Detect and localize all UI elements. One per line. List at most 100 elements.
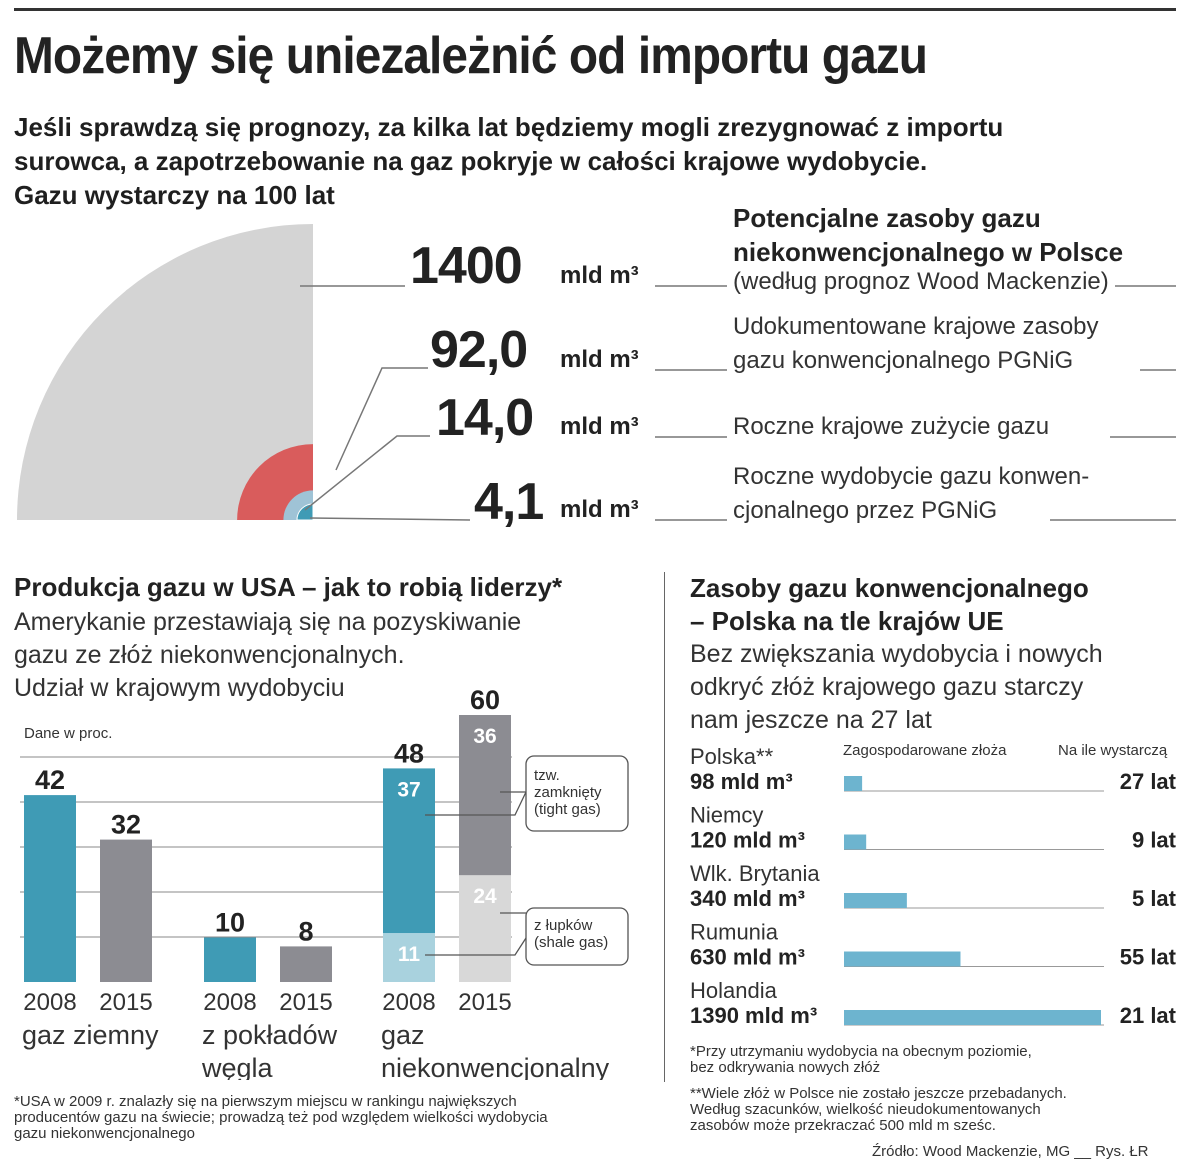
bar-segment — [24, 795, 76, 982]
reserves-bar — [844, 1010, 1101, 1025]
callout-text: (shale gas) — [534, 934, 608, 951]
callout-text: tzw. — [534, 767, 560, 784]
desc-line: cjonalnego przez PGNiG — [733, 497, 998, 524]
bar-total-label: 42 — [35, 765, 65, 795]
year-label: 2008 — [203, 989, 256, 1016]
year-label: 2008 — [23, 989, 76, 1016]
callout-leader-shale — [425, 937, 527, 956]
value-92: 92,0 — [430, 321, 528, 379]
footnote-line: zasobów może przekraczać 500 mld m sześc… — [690, 1117, 996, 1134]
unit-label: mld m³ — [560, 496, 639, 523]
desc-1400: Potencjalne zasoby gazu niekonwencjonaln… — [733, 201, 1123, 295]
leader-line-92 — [335, 367, 428, 471]
value-14: 14,0 — [436, 389, 534, 447]
footnote-line: bez odkrywania nowych złóż — [690, 1059, 881, 1076]
footnote-line: **Wiele złóż w Polsce nie zostało jeszcz… — [690, 1085, 1067, 1102]
reserves-label: 340 mld m³ — [690, 886, 805, 911]
group-label: gaz ziemny — [22, 1020, 159, 1050]
desc-14: Roczne krajowe zużycie gazu — [733, 410, 1049, 444]
desc-92: Udokumentowane krajowe zasoby gazu konwe… — [733, 310, 1099, 378]
unit-label: mld m³ — [560, 413, 639, 440]
reserves-bar — [844, 776, 863, 791]
years-label: 9 lat — [1132, 828, 1177, 853]
bar-total-label: 32 — [111, 810, 141, 840]
group-label: niekonwencjonalny — [381, 1053, 610, 1080]
reserves-label: 1390 mld m³ — [690, 1003, 817, 1028]
bar-total-label: 48 — [394, 738, 424, 768]
footnote-line: *USA w 2009 r. znalazły się na pierwszym… — [14, 1093, 517, 1110]
reserves-label: 630 mld m³ — [690, 945, 805, 970]
years-label: 21 lat — [1120, 1003, 1177, 1028]
usa-chart: 42 2008 32 2015 gaz ziemny 10 2008 8 2015 z pokła… — [20, 685, 629, 1080]
bar-total-label: 60 — [470, 685, 500, 715]
segment-label: 24 — [473, 885, 497, 908]
eu-subtitle-line: Bez zwiększania wydobycia i nowych — [690, 640, 1103, 668]
year-label: 2008 — [382, 989, 435, 1016]
section-divider — [664, 572, 665, 1082]
col-fields-label: Zagospodarowane złoża — [843, 742, 1007, 759]
unit-label: mld m³ — [560, 262, 639, 289]
desc-line: Potencjalne zasoby gazu — [733, 203, 1041, 233]
col-years-label: Na ile wystarczą — [1058, 742, 1168, 759]
subtitle-line: surowca, a zapotrzebowanie na gaz pokryj… — [14, 146, 928, 176]
value-4-1: 4,1 — [474, 473, 544, 531]
eu-footnote-2: **Wiele złóż w Polsce nie zostało jeszcz… — [690, 1086, 1067, 1134]
country-name: Polska** — [690, 744, 774, 769]
page-title: Możemy się uniezależnić od importu gazu — [14, 27, 928, 85]
leader-line-14 — [304, 435, 430, 511]
bar-total-label: 10 — [215, 908, 245, 938]
value-1400: 1400 — [410, 237, 523, 295]
years-label: 55 lat — [1120, 945, 1177, 970]
desc-line: niekonwencjonalnego w Polsce — [733, 237, 1124, 267]
footnote-line: producentów gazu na świecie; prowadzą te… — [14, 1109, 548, 1126]
top-rule — [14, 8, 1176, 11]
bar-segment — [204, 937, 256, 982]
eu-footnote-1: *Przy utrzymaniu wydobycia na obecnym po… — [690, 1044, 1032, 1076]
source-credit: Źródło: Wood Mackenzie, MG __ Rys. ŁR — [872, 1143, 1149, 1160]
callout-leader-tight — [425, 791, 527, 816]
usa-subtitle-line: Udział w krajowym wydobyciu — [14, 674, 345, 702]
country-name: Rumunia — [690, 920, 779, 945]
bar-segment — [280, 946, 332, 982]
footnote-line: *Przy utrzymaniu wydobycia na obecnym po… — [690, 1043, 1032, 1060]
callout-text: (tight gas) — [534, 801, 601, 818]
usa-subtitle-line: Amerykanie przestawiają się na pozyskiwa… — [14, 608, 522, 636]
usa-footnote: *USA w 2009 r. znalazły się na pierwszym… — [14, 1094, 548, 1142]
subtitle-line: Jeśli sprawdzą się prognozy, za kilka la… — [14, 112, 1004, 142]
desc-line: Roczne krajowe zużycie gazu — [733, 413, 1050, 440]
segment-label: 36 — [473, 725, 496, 748]
bar-segment — [383, 933, 435, 982]
desc-line: Roczne wydobycie gazu konwen- — [733, 463, 1090, 490]
segment-label: 11 — [398, 943, 421, 966]
year-label: 2015 — [99, 989, 152, 1016]
footnote-line: Według szacunków, wielkość nieudokumento… — [690, 1101, 1041, 1118]
reserves-bar — [844, 893, 907, 908]
resources-chart — [17, 224, 1176, 521]
bar-segment — [383, 768, 435, 934]
bar-segment — [459, 715, 511, 876]
segment-label: 37 — [397, 778, 420, 801]
eu-subtitle-line: nam jeszcze na 27 lat — [690, 706, 932, 734]
years-label: 27 lat — [1120, 769, 1177, 794]
bar-total-label: 8 — [298, 916, 313, 946]
desc-line: gazu konwencjonalnego PGNiG — [733, 347, 1074, 374]
unit-label: mld m³ — [560, 346, 639, 373]
reserves-bar — [844, 834, 867, 850]
eu-title: Zasoby gazu konwencjonalnego – Polska na… — [690, 572, 1089, 638]
reserves-label: 98 mld m³ — [690, 769, 793, 794]
years-label: 5 lat — [1132, 886, 1177, 911]
unit-note: Dane w proc. — [24, 725, 113, 742]
year-label: 2015 — [458, 989, 511, 1016]
desc-line: Udokumentowane krajowe zasoby — [733, 313, 1099, 340]
group-label: węgla — [201, 1053, 274, 1080]
callout-text: z łupków — [534, 917, 593, 934]
country-name: Holandia — [690, 978, 778, 1003]
quarter-1400 — [17, 224, 313, 520]
reserves-label: 120 mld m³ — [690, 828, 805, 853]
footnote-line: gazu niekonwencjonalnego — [14, 1125, 195, 1142]
reserves-bar — [844, 951, 961, 967]
usa-subtitle: Amerykanie przestawiają się na pozyskiwa… — [14, 606, 521, 705]
eu-subtitle-line: odkryć złóż krajowego gazu starczy — [690, 673, 1084, 701]
country-name: Wlk. Brytania — [690, 861, 820, 886]
